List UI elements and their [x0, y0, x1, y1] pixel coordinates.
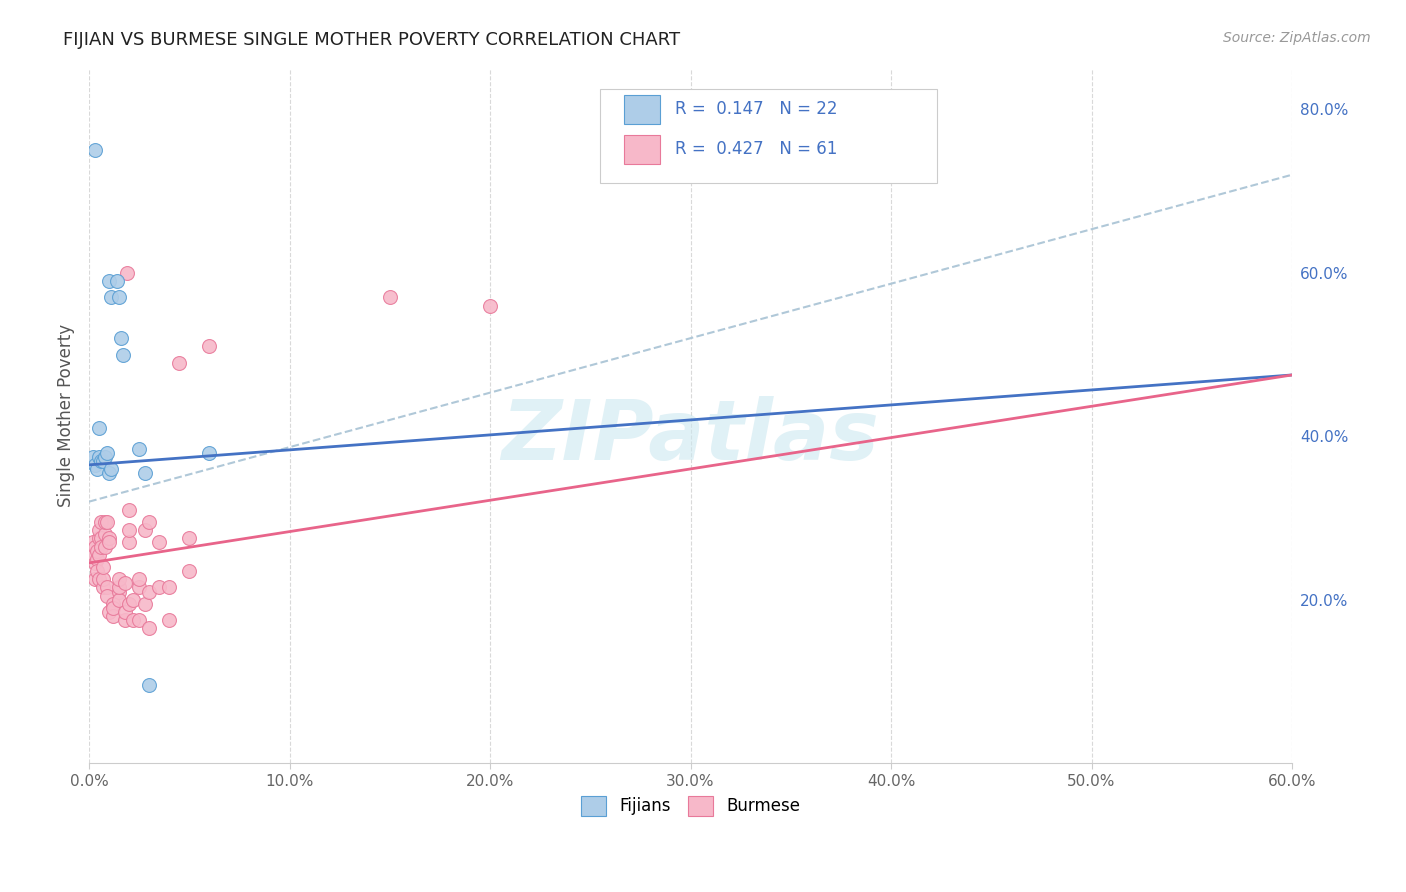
Point [90, 454, 112, 468]
Point [91, 560, 114, 574]
Point [118, 597, 141, 611]
Text: R =  0.147   N = 22: R = 0.147 N = 22 [675, 100, 838, 118]
Point [84, 143, 107, 157]
Point [91, 581, 114, 595]
Point [118, 523, 141, 537]
Point [138, 621, 160, 635]
Point [112, 347, 135, 361]
Point [108, 592, 131, 607]
Point [91, 572, 114, 586]
Text: ZIPatlas: ZIPatlas [502, 396, 880, 477]
Point [84, 458, 107, 472]
Point [87, 532, 110, 546]
Point [122, 592, 145, 607]
Point [128, 581, 150, 595]
Point [128, 442, 150, 456]
Text: Source: ZipAtlas.com: Source: ZipAtlas.com [1223, 31, 1371, 45]
Point [128, 572, 150, 586]
Point [82, 535, 104, 549]
Point [96, 515, 118, 529]
Point [108, 290, 131, 304]
Point [87, 421, 110, 435]
Point [98, 466, 121, 480]
Point [105, 274, 128, 288]
Point [148, 535, 170, 549]
Point [82, 548, 104, 562]
Point [479, 298, 502, 312]
Point [198, 445, 221, 459]
Point [98, 274, 121, 288]
Point [179, 532, 201, 546]
Point [108, 584, 131, 599]
Point [118, 503, 141, 517]
Point [138, 515, 160, 529]
Point [84, 572, 107, 586]
Text: R =  0.427   N = 61: R = 0.427 N = 61 [675, 140, 837, 158]
Point [84, 556, 107, 570]
Point [94, 515, 117, 529]
Point [87, 450, 110, 464]
Point [86, 564, 108, 578]
Point [134, 523, 156, 537]
Point [100, 290, 122, 304]
Point [114, 613, 136, 627]
Point [90, 515, 112, 529]
Point [96, 445, 118, 459]
Point [100, 462, 122, 476]
Point [86, 462, 108, 476]
Point [157, 613, 180, 627]
Y-axis label: Single Mother Poverty: Single Mother Poverty [58, 325, 75, 508]
Point [115, 266, 138, 280]
Point [87, 548, 110, 562]
Point [148, 581, 170, 595]
Point [138, 584, 160, 599]
Point [101, 597, 124, 611]
Point [378, 290, 401, 304]
Point [96, 581, 118, 595]
Point [96, 589, 118, 603]
Point [98, 605, 121, 619]
Point [114, 576, 136, 591]
Point [108, 572, 131, 586]
Point [157, 581, 180, 595]
Point [87, 523, 110, 537]
Text: FIJIAN VS BURMESE SINGLE MOTHER POVERTY CORRELATION CHART: FIJIAN VS BURMESE SINGLE MOTHER POVERTY … [63, 31, 681, 49]
Point [134, 597, 156, 611]
Point [169, 356, 191, 370]
Point [98, 535, 121, 549]
FancyBboxPatch shape [624, 95, 661, 124]
Point [90, 532, 112, 546]
Point [128, 613, 150, 627]
Point [122, 613, 145, 627]
Point [138, 678, 160, 692]
Point [94, 540, 117, 554]
Point [101, 600, 124, 615]
Legend: Fijians, Burmese: Fijians, Burmese [572, 788, 808, 824]
Point [198, 339, 221, 353]
Point [179, 564, 201, 578]
Point [98, 532, 121, 546]
Point [82, 450, 104, 464]
Point [118, 535, 141, 549]
FancyBboxPatch shape [600, 89, 938, 183]
Point [90, 540, 112, 554]
Point [101, 609, 124, 624]
Point [114, 605, 136, 619]
Point [86, 543, 108, 558]
Point [110, 331, 132, 345]
Point [84, 540, 107, 554]
Point [134, 466, 156, 480]
Point [94, 527, 117, 541]
Point [108, 581, 131, 595]
Point [91, 454, 114, 468]
Point [87, 572, 110, 586]
Point [86, 551, 108, 566]
FancyBboxPatch shape [624, 135, 661, 163]
Point [94, 450, 117, 464]
